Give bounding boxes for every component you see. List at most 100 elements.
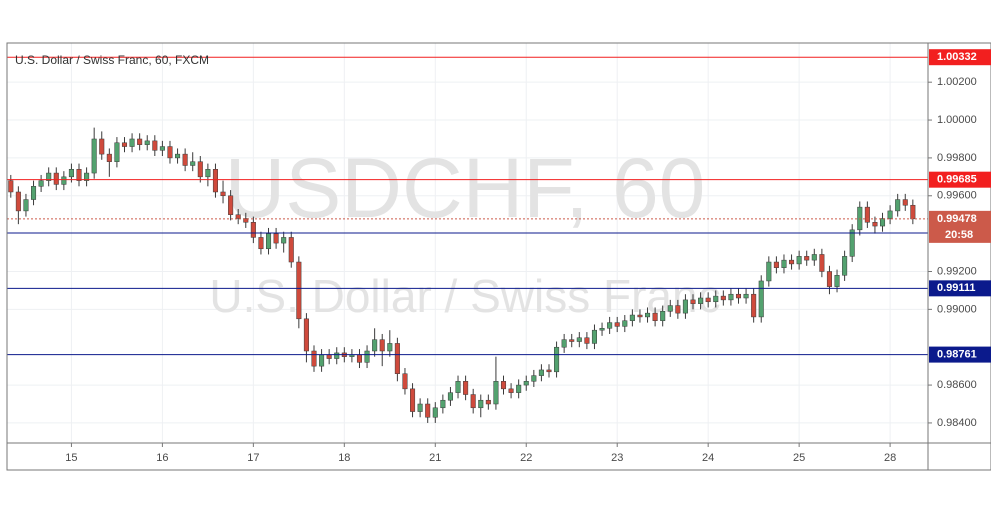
candle-body [356, 354, 363, 363]
candle-body [23, 199, 29, 212]
candle-body [508, 388, 514, 393]
candle-body [652, 312, 658, 321]
candle-body [372, 339, 378, 352]
candle-body [690, 299, 696, 304]
candle-body [849, 229, 855, 257]
candle-body [637, 314, 643, 318]
candle-body [447, 392, 453, 401]
watermark-subtitle: U.S. Dollar / Swiss Franc [209, 270, 720, 322]
candle-body [197, 161, 203, 178]
candle-body [569, 339, 575, 342]
y-tick-label: 0.99800 [937, 152, 977, 164]
last-price-label: 0.99478 [937, 213, 977, 225]
candle-body [432, 407, 438, 418]
last-price-box [929, 210, 991, 243]
candle-body [758, 280, 764, 318]
x-tick-label: 16 [156, 452, 168, 464]
y-tick-label: 1.00000 [937, 114, 977, 126]
countdown-label: 20:58 [945, 229, 973, 241]
candle-body [281, 237, 287, 244]
candle-body [576, 337, 582, 342]
level-label: 0.98761 [937, 349, 977, 361]
candle-body [182, 153, 188, 166]
x-tick-label: 18 [338, 452, 350, 464]
candle-body [288, 237, 294, 263]
candle-body [902, 199, 908, 206]
candle-body [84, 172, 90, 181]
candle-body [61, 176, 67, 185]
level-label-box [929, 171, 991, 188]
candle-body [144, 140, 150, 145]
levels [7, 56, 928, 356]
candle-body [531, 375, 537, 382]
candle-body [735, 293, 742, 299]
candle-body [167, 146, 173, 159]
candle-body [152, 140, 158, 151]
candle-body [212, 169, 218, 193]
candle-body [599, 328, 605, 331]
candle-body [303, 318, 309, 352]
y-tick-label: 0.98600 [937, 379, 977, 391]
candle-body [364, 350, 370, 363]
candle-body [614, 322, 620, 327]
candle-body [584, 337, 590, 344]
x-tick-label: 17 [247, 452, 259, 464]
candle-body [31, 186, 37, 200]
candle-body [15, 191, 21, 212]
candle-body [417, 403, 423, 412]
x-tick-label: 23 [611, 452, 623, 464]
candle-body [425, 403, 431, 418]
candle-body [243, 218, 249, 223]
y-tick-label: 0.99600 [937, 190, 977, 202]
candle-body [114, 142, 120, 162]
candle-body [516, 384, 522, 393]
candle-body [766, 261, 772, 282]
x-tick-label: 22 [520, 452, 532, 464]
candle-body [463, 381, 469, 395]
candle-body [205, 169, 211, 178]
candle-body [872, 222, 878, 227]
candle-body [629, 314, 635, 321]
candle-body [826, 271, 832, 287]
y-tick-label: 0.99200 [937, 265, 977, 277]
y-tick-label: 0.99000 [937, 303, 977, 315]
candle-body [698, 297, 704, 304]
frame [6, 42, 991, 471]
candle-body [334, 352, 340, 359]
candle-body [743, 293, 749, 299]
candle-body [660, 310, 666, 321]
candles [8, 127, 916, 423]
candle-body [38, 180, 44, 187]
candle-body [819, 254, 825, 272]
candle-body [675, 305, 681, 314]
candle-body [387, 343, 393, 352]
candle-body [121, 142, 128, 147]
candle-body [394, 343, 400, 374]
candle-body [811, 254, 817, 261]
candle-body [554, 346, 560, 373]
candle-body [561, 339, 567, 348]
candle-body [591, 329, 597, 344]
candle-body [781, 259, 787, 268]
level-label-box [929, 280, 991, 297]
candle-body [720, 295, 726, 301]
candle-body [106, 153, 112, 162]
candle-body [46, 172, 52, 181]
candle-body [53, 172, 59, 185]
candle-body [258, 237, 264, 250]
candle-body [523, 381, 529, 386]
candle-body [789, 259, 795, 265]
candle-body [682, 299, 688, 314]
candle-body [895, 199, 901, 212]
level-label: 0.99685 [937, 174, 977, 186]
candle-body [379, 339, 385, 352]
x-tick-label: 28 [884, 452, 896, 464]
candle-body [159, 146, 165, 151]
candle-body [804, 256, 810, 261]
candle-body [478, 399, 484, 409]
candle-body [137, 138, 143, 145]
candle-body [705, 297, 711, 303]
candle-body [667, 305, 673, 312]
